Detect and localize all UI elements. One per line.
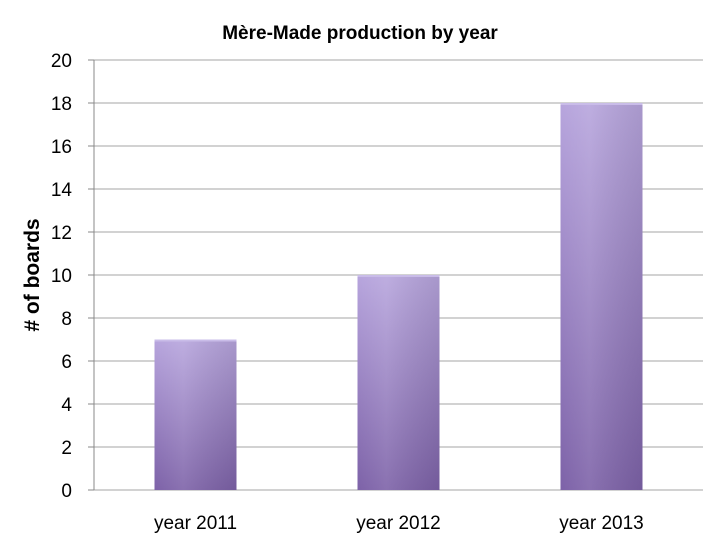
bar-shine bbox=[154, 339, 237, 490]
y-tick-label: 8 bbox=[61, 309, 72, 330]
x-tick-label: year 2012 bbox=[356, 513, 441, 534]
bar bbox=[560, 103, 643, 490]
bar bbox=[154, 339, 237, 490]
y-tick-label: 2 bbox=[61, 438, 72, 459]
y-axis-label: # of boards bbox=[21, 218, 44, 331]
x-tick-label: year 2011 bbox=[154, 513, 237, 534]
y-tick-label: 6 bbox=[61, 352, 72, 373]
y-tick-label: 4 bbox=[61, 395, 72, 416]
y-tick-label: 10 bbox=[51, 266, 72, 287]
y-tick-label: 12 bbox=[51, 223, 72, 244]
chart-title: Mère-Made production by year bbox=[222, 23, 498, 44]
bar-top-highlight bbox=[154, 339, 237, 342]
y-tick-label: 16 bbox=[51, 137, 72, 158]
bar-shine bbox=[560, 103, 643, 490]
bar-top-highlight bbox=[357, 275, 440, 277]
bar bbox=[357, 275, 440, 490]
x-tick-label: year 2013 bbox=[559, 513, 644, 534]
y-tick-label: 18 bbox=[51, 94, 72, 115]
x-tick-labels: year 2011 year 2012 year 2013 bbox=[154, 513, 644, 534]
y-tick-labels: 0 2 4 6 8 10 12 14 16 18 20 bbox=[51, 51, 73, 502]
y-tick-label: 0 bbox=[61, 481, 72, 502]
y-tick-label: 14 bbox=[51, 180, 73, 201]
bar-top-highlight bbox=[560, 103, 643, 105]
y-tick-label: 20 bbox=[51, 51, 72, 72]
bars bbox=[154, 103, 643, 490]
bar-shine bbox=[357, 275, 440, 490]
